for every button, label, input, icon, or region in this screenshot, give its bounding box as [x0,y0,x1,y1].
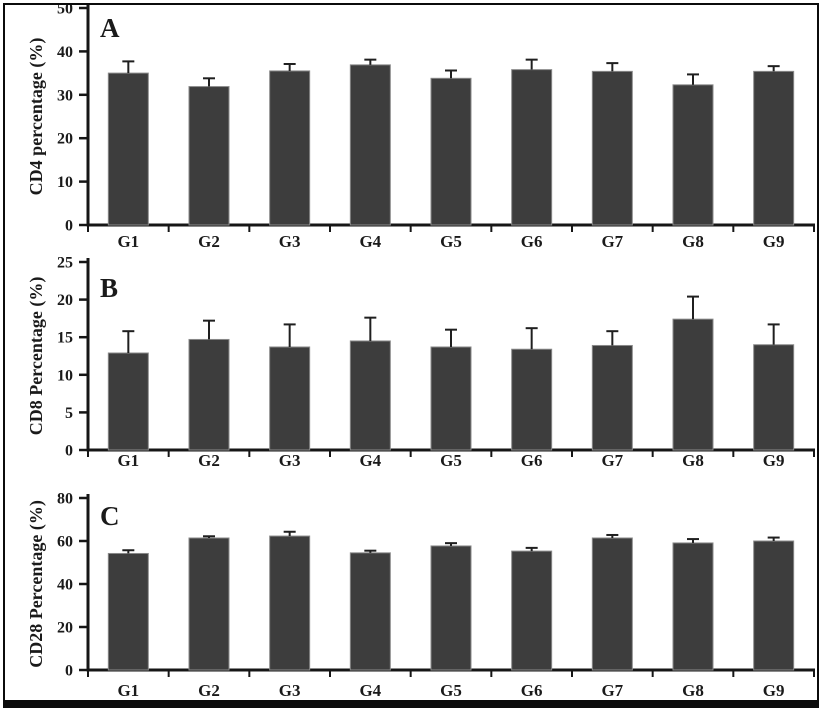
chart-svg-a: 0 10 20 30 40 50 CD4 percentage (%) A G1 G2 G3 G4 G5… [26,1,815,251]
y-tick-label: 0 [65,663,73,680]
y-tick-label: 0 [65,218,73,235]
bar-G3 [269,346,311,451]
bar-G3 [269,535,311,671]
bar-G9 [753,540,795,671]
x-category-label-G8: G8 [682,681,704,700]
panel-c-cd28-bar-chart: 0 20 40 60 80 CD28 Percentage (%) C G1 G2 G3 G4 G5 G… [0,483,830,713]
bar-G5 [430,77,472,226]
bar-G1 [107,552,149,671]
y-tick-label: 20 [57,131,73,148]
y-tick-label: 25 [57,256,73,272]
x-category-label-G4: G4 [359,451,381,470]
y-tick-label: 40 [57,577,73,594]
bar-G8 [672,542,714,671]
panel-letter: B [100,273,118,303]
x-category-label-G6: G6 [521,681,543,700]
bar-G6 [511,550,553,671]
x-category-label-G3: G3 [279,451,301,470]
y-axis-title: CD28 Percentage (%) [26,500,47,668]
y-tick-label: 20 [57,620,73,637]
panel-letter: A [100,13,120,43]
x-category-label-G1: G1 [117,681,139,700]
x-category-label-G2: G2 [198,681,220,700]
y-tick-label: 0 [65,443,73,460]
bar-G4 [349,552,391,671]
bar-G8 [672,318,714,451]
bar-G5 [430,346,472,451]
bar-G7 [591,537,633,671]
x-category-label-G9: G9 [763,681,785,700]
y-tick-label: 15 [57,330,73,347]
bar-G4 [349,340,391,451]
bar-G8 [672,84,714,226]
x-category-label-G2: G2 [198,232,220,251]
panel-letter: C [100,501,120,531]
x-category-label-G3: G3 [279,681,301,700]
bar-G9 [753,70,795,226]
x-category-label-G4: G4 [359,232,381,251]
x-category-label-G5: G5 [440,681,462,700]
y-tick-label: 20 [57,292,73,309]
y-axis-title: CD4 percentage (%) [26,38,47,196]
bar-G1 [107,352,149,451]
y-tick-label: 10 [57,174,73,191]
x-category-label-G4: G4 [359,681,381,700]
bar-G6 [511,348,553,451]
bar-G5 [430,545,472,671]
bar-G3 [269,70,311,226]
x-category-label-G5: G5 [440,451,462,470]
x-category-label-G9: G9 [763,451,785,470]
y-tick-label: 40 [57,44,73,61]
bar-G2 [188,537,230,671]
panel-a-cd4-bar-chart: 0 10 20 30 40 50 CD4 percentage (%) A G1 G2 G3 G4 G5… [0,0,830,256]
x-category-label-G6: G6 [521,232,543,251]
x-category-label-G3: G3 [279,232,301,251]
x-category-label-G1: G1 [117,232,139,251]
chart-svg-b: 0 5 10 15 20 25 CD8 Percentage (%) B G1 G2 G3 G4 G5 G… [26,256,815,470]
bar-G6 [511,69,553,226]
y-tick-label: 60 [57,534,73,551]
y-tick-label: 30 [57,87,73,104]
y-tick-label: 5 [65,405,73,422]
panel-b-cd8-bar-chart: 0 5 10 15 20 25 CD8 Percentage (%) B G1 G2 G3 G4 G5 G… [0,256,830,483]
x-category-label-G7: G7 [601,232,623,251]
bar-G7 [591,344,633,451]
bar-G4 [349,64,391,226]
y-tick-label: 50 [57,1,73,18]
y-axis-title: CD8 Percentage (%) [26,277,47,436]
x-category-label-G6: G6 [521,451,543,470]
bar-G9 [753,344,795,451]
bar-G7 [591,70,633,226]
bar-G1 [107,72,149,226]
bar-G2 [188,86,230,226]
chart-svg-c: 0 20 40 60 80 CD28 Percentage (%) C G1 G2 G3 G4 G5 G… [26,491,815,700]
x-category-label-G5: G5 [440,232,462,251]
x-category-label-G9: G9 [763,232,785,251]
y-tick-label: 10 [57,367,73,384]
x-category-label-G7: G7 [601,681,623,700]
x-category-label-G8: G8 [682,232,704,251]
y-tick-label: 80 [57,491,73,508]
x-category-label-G1: G1 [117,451,139,470]
x-category-label-G7: G7 [601,451,623,470]
x-category-label-G8: G8 [682,451,704,470]
bar-G2 [188,338,230,451]
x-category-label-G2: G2 [198,451,220,470]
